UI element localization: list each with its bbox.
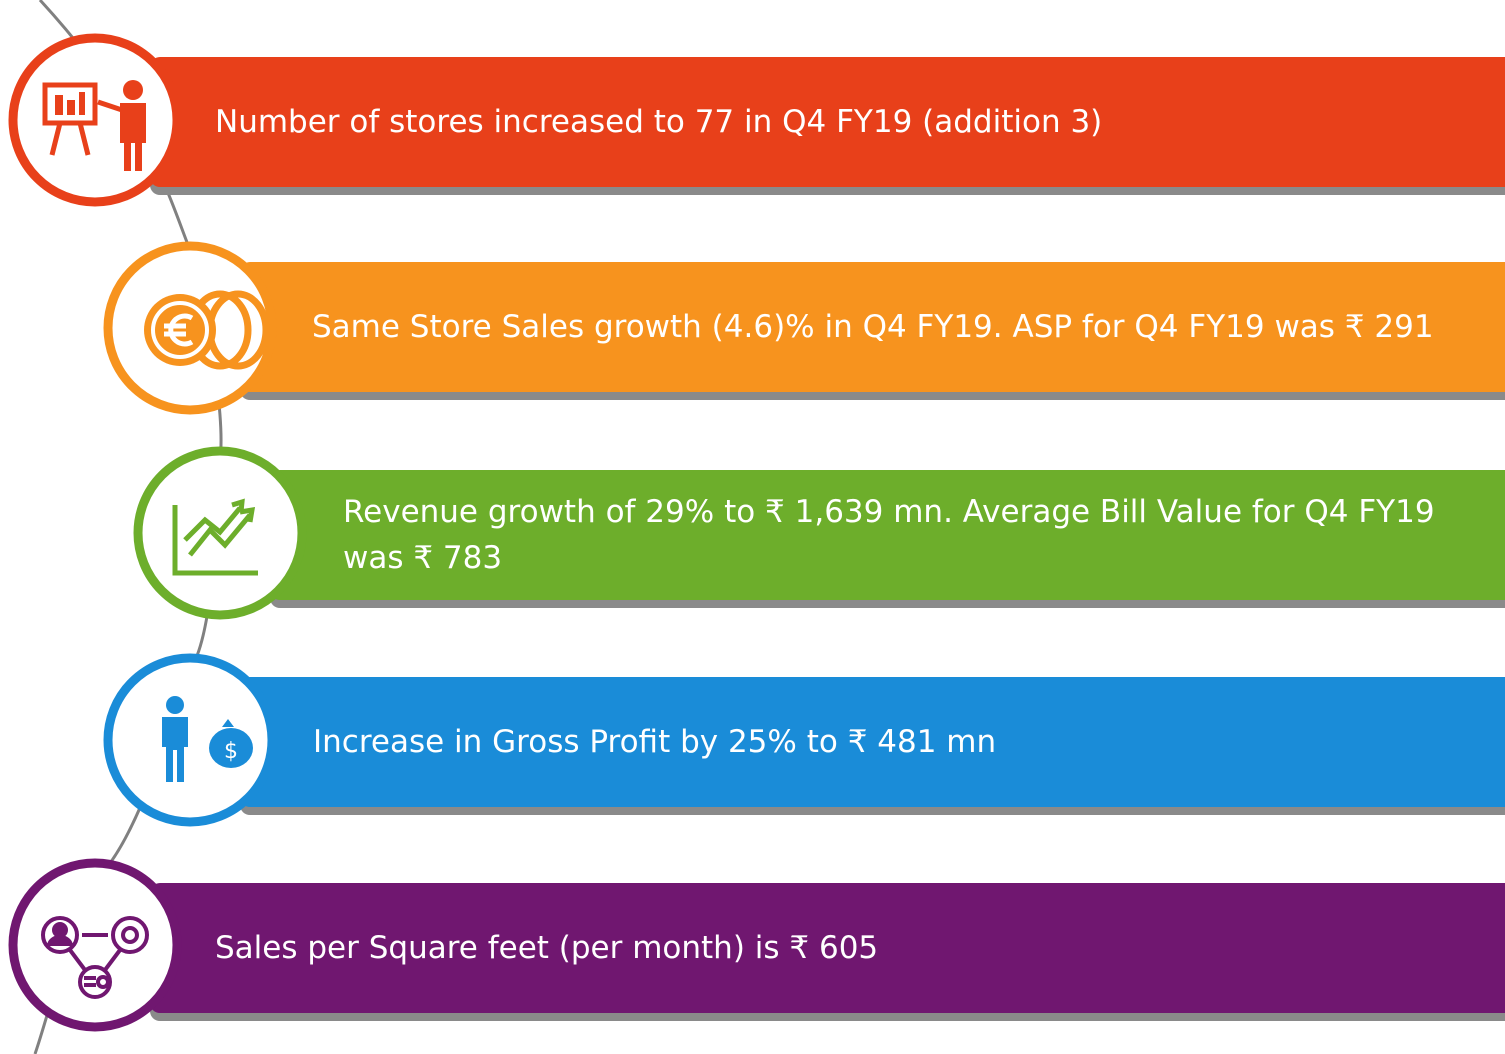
item-text: Sales per Square feet (per month) is ₹ 6… (215, 930, 879, 966)
item-text: Increase in Gross Profit by 25% to ₹ 481… (313, 724, 997, 760)
item-text: Number of stores increased to 77 in Q4 F… (215, 104, 1103, 140)
bar (270, 470, 1505, 600)
bar (150, 57, 1505, 187)
bar (150, 883, 1505, 1013)
bar (240, 677, 1505, 807)
item-text: Revenue growth of 29% to ₹ 1,639 mn. Ave… (343, 494, 1435, 576)
bar (240, 262, 1505, 392)
item-text: Same Store Sales growth (4.6)% in Q4 FY1… (312, 309, 1434, 345)
